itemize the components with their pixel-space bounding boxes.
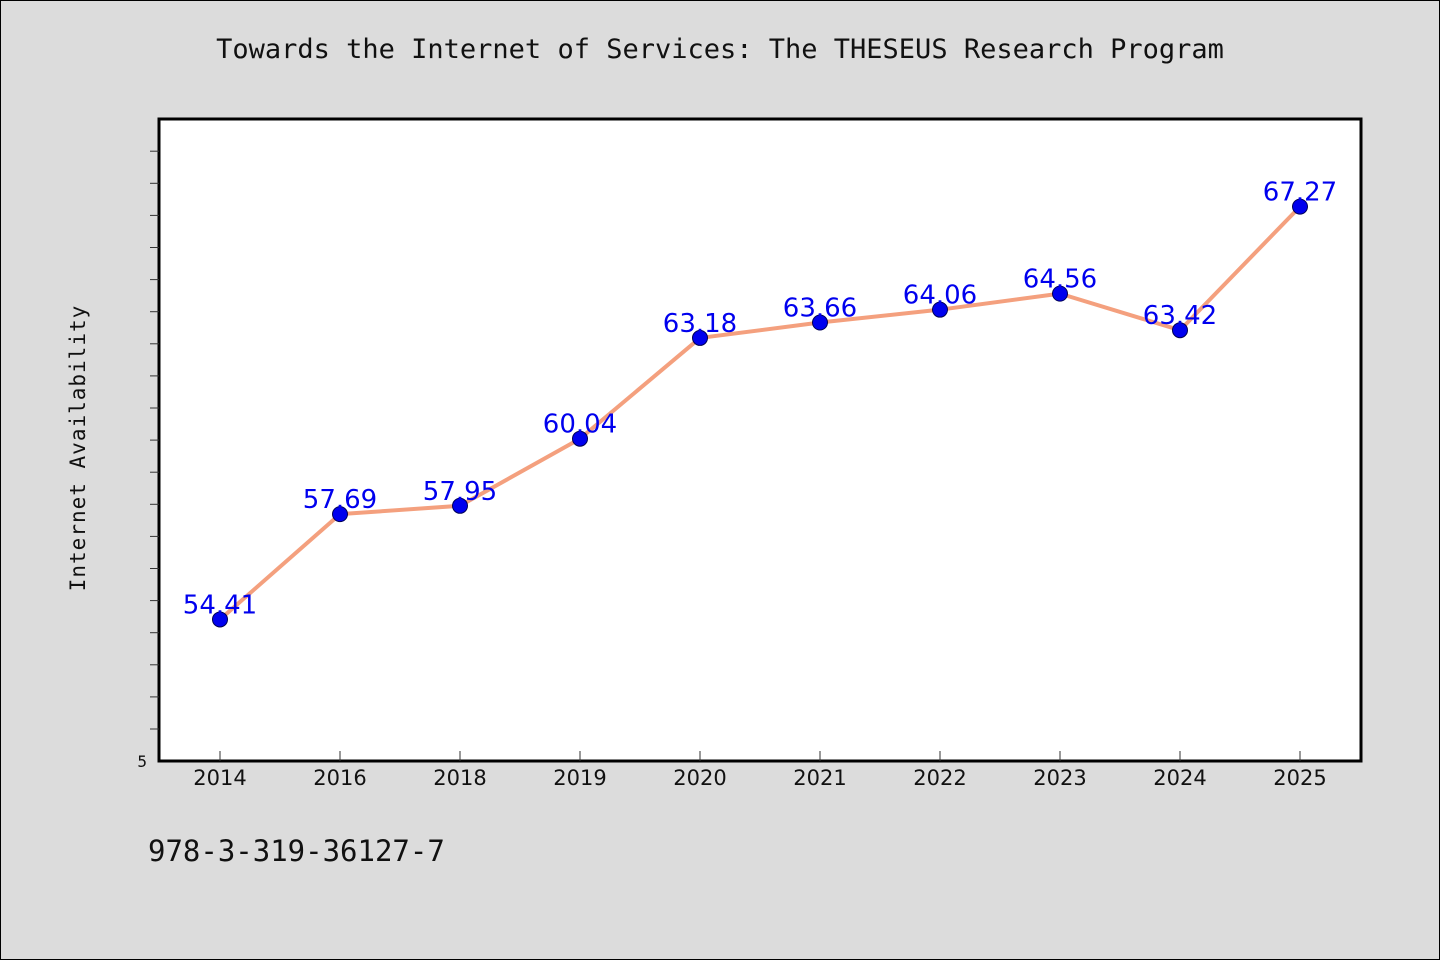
data-label: 64.06: [903, 281, 977, 311]
x-tick-label: 2023: [1033, 766, 1086, 790]
data-point: [812, 314, 828, 331]
data-point: [692, 329, 708, 346]
data-label: 63.42: [1143, 301, 1217, 331]
x-tick-label: 2024: [1153, 766, 1206, 790]
data-label: 57.69: [303, 485, 377, 515]
isbn-footer: 978-3-319-36127-7: [148, 834, 445, 868]
data-point: [332, 506, 348, 523]
data-label: 64.56: [1023, 265, 1097, 295]
x-tick-label: 2018: [433, 766, 486, 790]
data-label: 54.41: [183, 590, 257, 620]
data-series: [212, 198, 1308, 628]
data-labels: 54.41 57.69 57.95 60.04 63.18 63.66 64.06 64.56…: [183, 178, 1337, 621]
x-tick-label: 2021: [793, 766, 846, 790]
y-axis-ticks: 5: [137, 150, 159, 771]
data-point: [1292, 198, 1308, 215]
x-axis: 2014 2016 2018 2019 2020 2021 2022 2023 2024 2025: [193, 751, 1327, 790]
data-label: 60.04: [543, 410, 617, 440]
data-label: 57.95: [423, 477, 497, 507]
plot-area: [157, 117, 1363, 763]
data-label: 63.18: [663, 309, 737, 339]
data-point: [452, 497, 468, 514]
data-label: 63.66: [783, 294, 857, 324]
x-tick-label: 2025: [1273, 766, 1326, 790]
data-point: [212, 611, 228, 628]
data-point: [932, 301, 948, 318]
chart-title: Towards the Internet of Services: The TH…: [216, 34, 1224, 65]
x-tick-label: 2020: [673, 766, 726, 790]
data-point: [572, 430, 588, 447]
data-point: [1172, 322, 1188, 339]
x-tick-label: 2014: [193, 766, 246, 790]
x-tick-label: 2022: [913, 766, 966, 790]
series-line: [218, 205, 1302, 621]
data-point: [1052, 285, 1068, 302]
x-tick-label: 2019: [553, 766, 606, 790]
y-tick-label: 5: [137, 752, 147, 771]
data-label: 67.27: [1263, 178, 1337, 208]
x-tick-label: 2016: [313, 766, 366, 790]
